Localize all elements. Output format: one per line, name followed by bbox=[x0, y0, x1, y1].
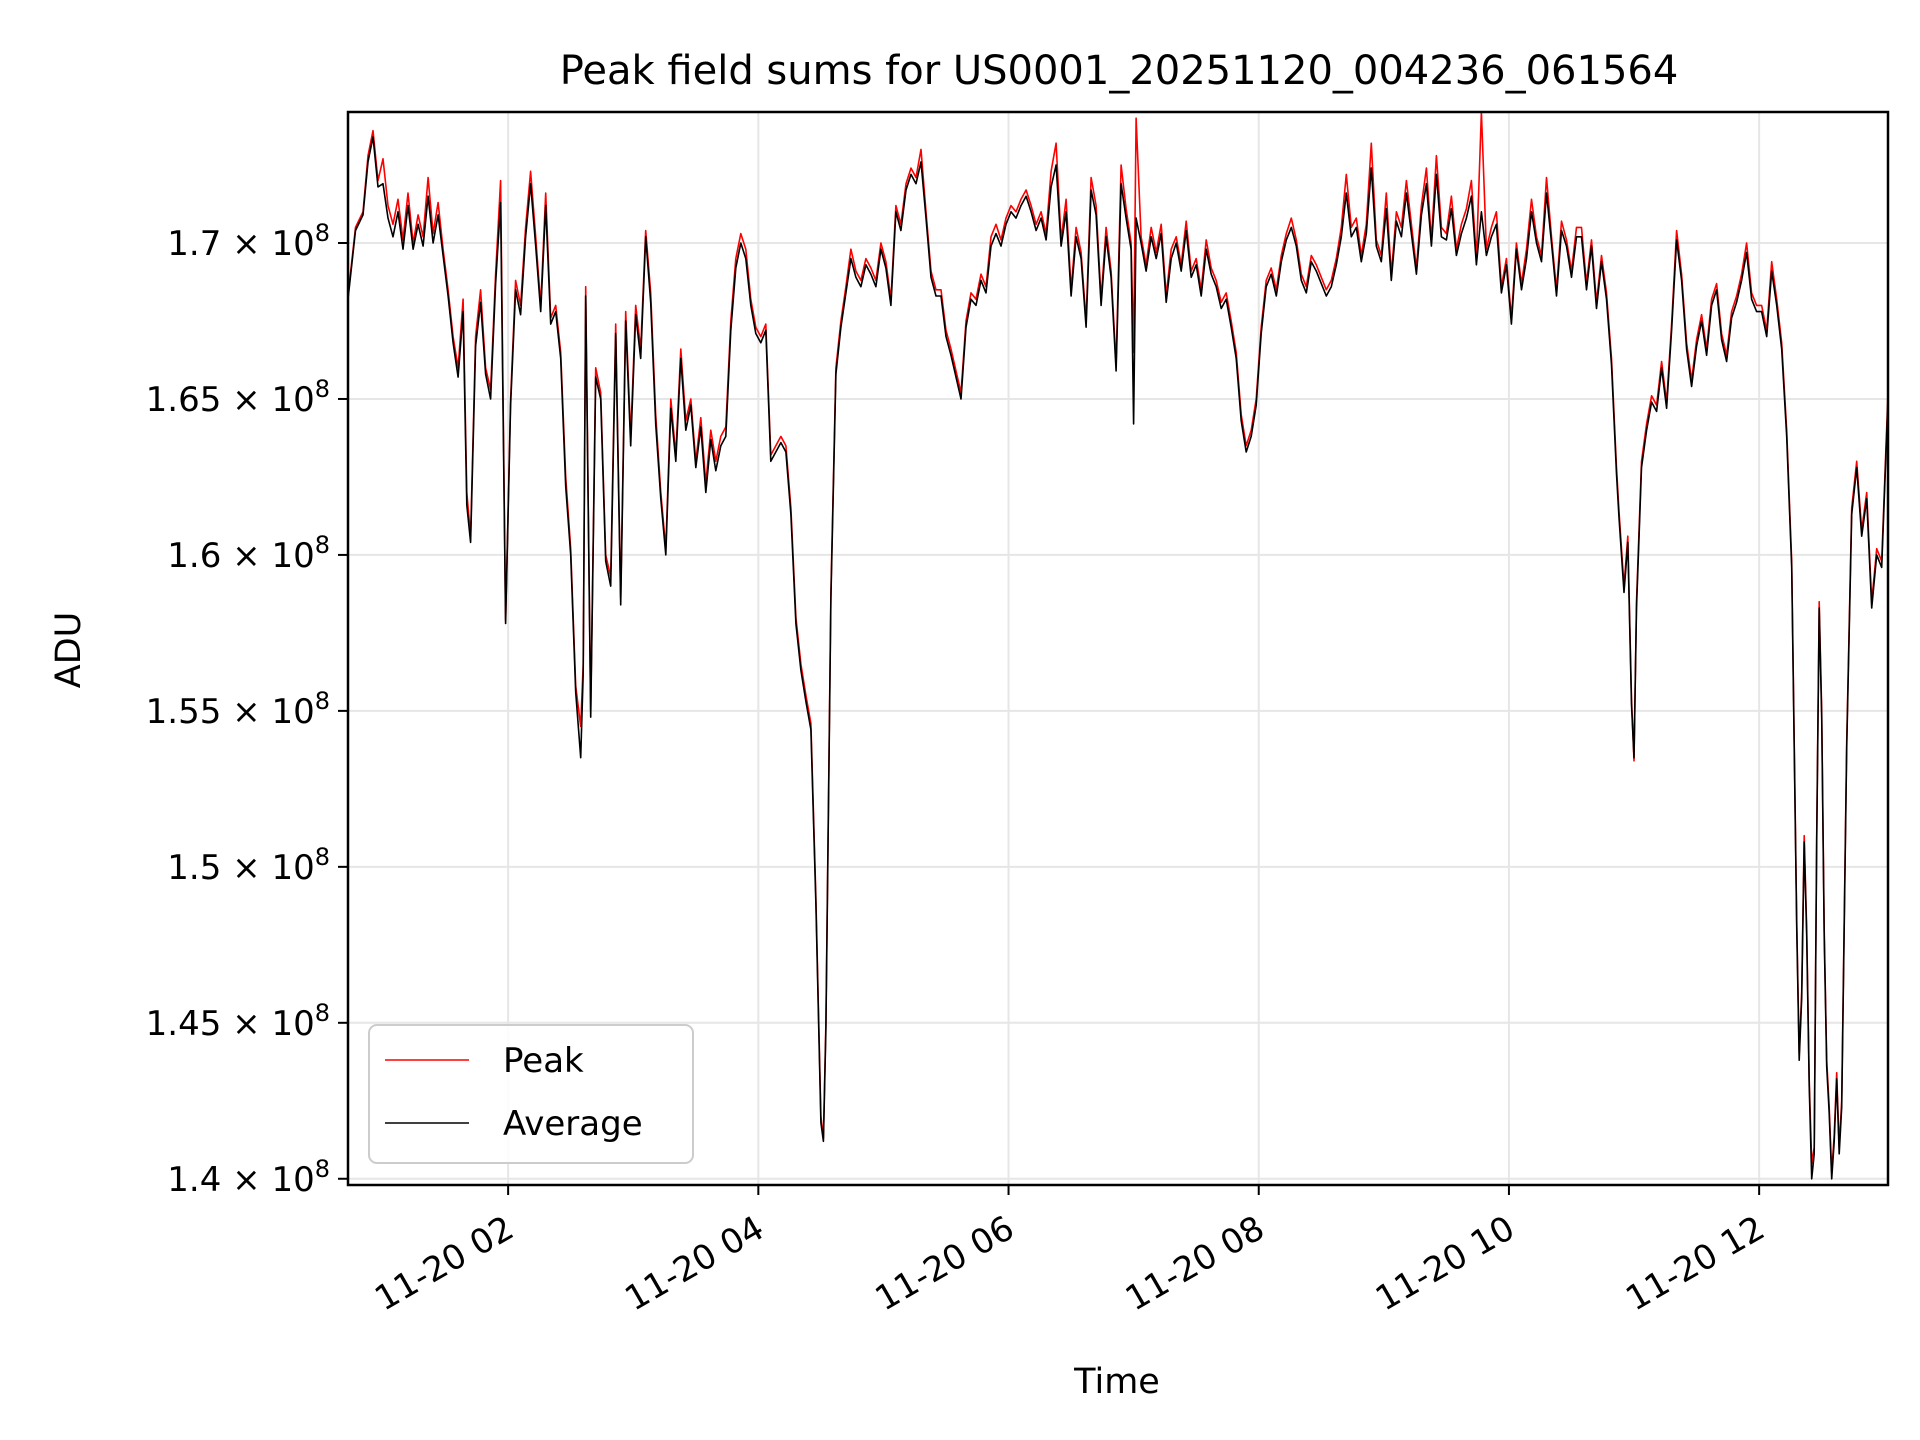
y-tick-label: 1.55 × 108 bbox=[146, 687, 330, 732]
x-axis-label: Time bbox=[1073, 1362, 1160, 1402]
axes-frame bbox=[346, 110, 1890, 1187]
y-axis-ticks: 1.4 × 108 1.45 × 108 1.5 × 108 1.55 × 108 1.… bbox=[146, 219, 348, 1200]
series-line-average bbox=[348, 136, 1888, 1180]
y-tick-label: 1.5 × 108 bbox=[167, 843, 330, 888]
y-tick-label: 1.65 × 108 bbox=[146, 375, 330, 420]
legend: Peak Average bbox=[368, 1024, 694, 1164]
chart-title: Peak field sums for US0001_20251120_0042… bbox=[560, 48, 1679, 94]
y-tick-label: 1.7 × 108 bbox=[167, 219, 330, 264]
y-tick-label: 1.45 × 108 bbox=[146, 999, 330, 1044]
legend-label-peak: Peak bbox=[503, 1041, 584, 1081]
series-lines bbox=[348, 112, 1888, 1180]
plot-area bbox=[348, 112, 1888, 1180]
y-tick-label: 1.6 × 108 bbox=[167, 531, 330, 576]
legend-label-average: Average bbox=[503, 1104, 643, 1144]
y-tick-label: 1.4 × 108 bbox=[167, 1155, 330, 1200]
y-axis-label: ADU bbox=[49, 612, 89, 689]
